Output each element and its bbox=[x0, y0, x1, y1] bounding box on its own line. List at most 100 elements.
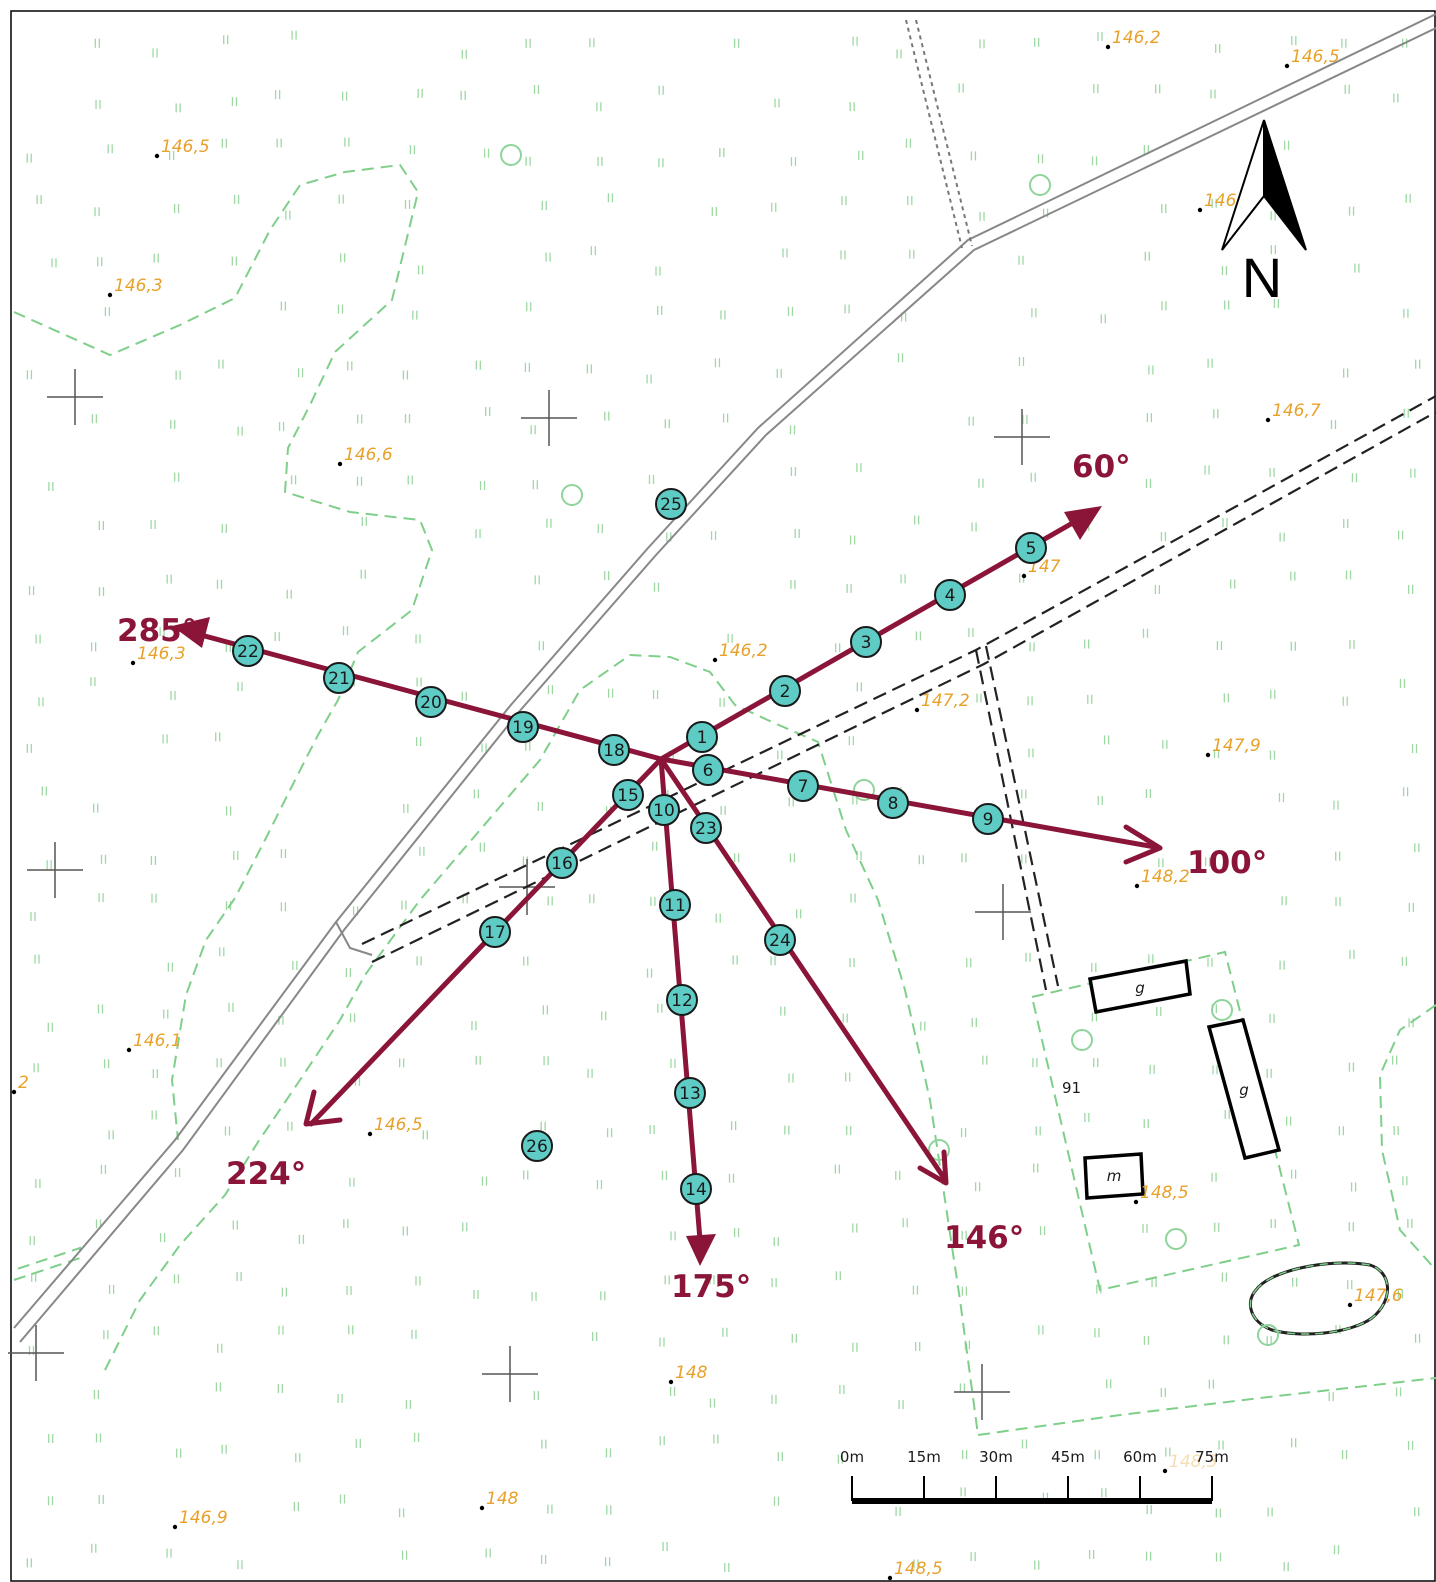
grass-mark bbox=[715, 913, 721, 923]
house-number: 91 bbox=[1062, 1079, 1081, 1097]
grass-mark bbox=[897, 353, 904, 363]
grass-mark bbox=[1328, 1392, 1334, 1402]
station-number: 8 bbox=[888, 794, 899, 814]
grass-mark bbox=[274, 90, 281, 100]
grass-mark bbox=[1278, 793, 1285, 803]
grass-mark bbox=[959, 1383, 966, 1393]
sampling-stations: 1234567891011121314151617181920212223242… bbox=[232, 488, 1047, 1205]
grass-mark bbox=[709, 1398, 716, 1408]
grass-mark bbox=[98, 520, 104, 530]
grass-mark bbox=[1156, 1006, 1162, 1016]
grass-mark bbox=[1221, 266, 1228, 276]
grass-mark bbox=[1411, 744, 1418, 754]
tree-icon bbox=[928, 1139, 950, 1161]
grass-mark bbox=[1148, 365, 1154, 375]
spot-height-dot bbox=[1105, 44, 1111, 50]
grass-mark bbox=[1146, 413, 1152, 423]
tree-icon bbox=[1165, 1228, 1187, 1250]
grass-mark bbox=[1341, 38, 1347, 48]
grass-mark bbox=[1269, 750, 1276, 760]
grass-mark bbox=[733, 38, 740, 48]
grass-mark bbox=[961, 1450, 968, 1460]
station-marker: 26 bbox=[521, 1130, 553, 1162]
grass-mark bbox=[30, 912, 36, 922]
grass-mark bbox=[1335, 851, 1341, 861]
bearing-label-60: 60° bbox=[1072, 449, 1131, 485]
spot-height-dot bbox=[367, 1131, 373, 1137]
grass-mark bbox=[401, 1550, 408, 1560]
building-garage-2: g bbox=[1206, 1017, 1282, 1161]
grass-mark bbox=[1213, 749, 1220, 759]
grass-mark bbox=[338, 194, 344, 204]
grass-mark bbox=[790, 157, 797, 167]
grass-mark bbox=[1342, 696, 1348, 706]
grass-mark bbox=[231, 256, 237, 266]
spot-height-label: 146,3 bbox=[137, 644, 186, 664]
station-circle bbox=[934, 579, 966, 611]
spot-height: 147,6 bbox=[1347, 1286, 1403, 1308]
station-marker: 18 bbox=[598, 734, 630, 766]
grid-cross-icon bbox=[975, 884, 1031, 940]
spot-height-dot bbox=[126, 1047, 132, 1053]
track-north-edge-1 bbox=[905, 19, 963, 249]
grass-mark bbox=[524, 362, 531, 372]
station-circle bbox=[521, 1130, 553, 1162]
grass-mark bbox=[982, 1055, 988, 1065]
grass-mark bbox=[1030, 472, 1036, 482]
grass-mark bbox=[920, 1021, 926, 1031]
grass-mark bbox=[167, 962, 174, 972]
grass-mark bbox=[100, 1164, 107, 1174]
station-number: 21 bbox=[328, 669, 350, 689]
grass-mark bbox=[961, 1230, 967, 1240]
spot-height-label: 147,6 bbox=[1354, 1286, 1403, 1306]
grass-mark bbox=[652, 841, 658, 851]
grass-mark bbox=[1393, 93, 1399, 103]
grass-mark bbox=[586, 364, 593, 374]
spot-height: 147,9 bbox=[1205, 736, 1261, 758]
grass-mark bbox=[31, 1272, 37, 1282]
station-number: 5 bbox=[1026, 539, 1037, 559]
spot-height-dot bbox=[107, 292, 113, 298]
grass-mark bbox=[153, 253, 159, 263]
spot-height-label: 146,7 bbox=[1272, 401, 1321, 421]
grass-mark bbox=[175, 103, 181, 113]
grass-mark bbox=[1101, 1488, 1107, 1498]
station-marker: 8 bbox=[877, 787, 909, 819]
spot-height-dot bbox=[668, 1379, 674, 1385]
grass-mark bbox=[479, 480, 486, 490]
grass-mark bbox=[280, 849, 287, 859]
grass-mark bbox=[968, 416, 974, 426]
grass-mark bbox=[1330, 419, 1337, 429]
grass-mark bbox=[107, 144, 113, 154]
grass-mark bbox=[771, 1278, 777, 1288]
station-marker: 24 bbox=[764, 924, 796, 956]
grass-mark bbox=[1028, 748, 1034, 758]
spot-height-label: 146,6 bbox=[344, 445, 393, 465]
grass-mark bbox=[417, 88, 423, 98]
grass-mark bbox=[1405, 193, 1411, 203]
grass-mark bbox=[1034, 1560, 1040, 1570]
grass-mark bbox=[592, 1332, 598, 1342]
grass-mark bbox=[221, 138, 227, 148]
spot-height-label: 146,2 bbox=[1112, 28, 1161, 48]
grass-mark bbox=[287, 1121, 293, 1131]
grass-mark bbox=[1333, 1545, 1340, 1555]
grass-mark bbox=[485, 407, 491, 417]
grass-mark bbox=[858, 150, 864, 160]
grass-mark bbox=[163, 1009, 169, 1019]
grass-mark bbox=[94, 207, 100, 217]
grass-mark bbox=[545, 252, 551, 262]
grass-mark bbox=[714, 358, 721, 368]
grass-mark bbox=[653, 582, 660, 592]
station-number: 4 bbox=[945, 586, 956, 606]
grass-mark bbox=[237, 426, 243, 436]
grass-mark bbox=[1146, 1505, 1152, 1515]
grass-mark bbox=[842, 1013, 848, 1023]
buildings: g g m 91 bbox=[1062, 958, 1282, 1200]
grass-mark bbox=[1038, 1325, 1044, 1335]
grass-mark bbox=[1142, 1223, 1148, 1233]
grass-mark bbox=[905, 138, 912, 148]
trees bbox=[500, 144, 1279, 1346]
grass-mark bbox=[542, 1005, 549, 1015]
grass-mark bbox=[896, 49, 902, 59]
